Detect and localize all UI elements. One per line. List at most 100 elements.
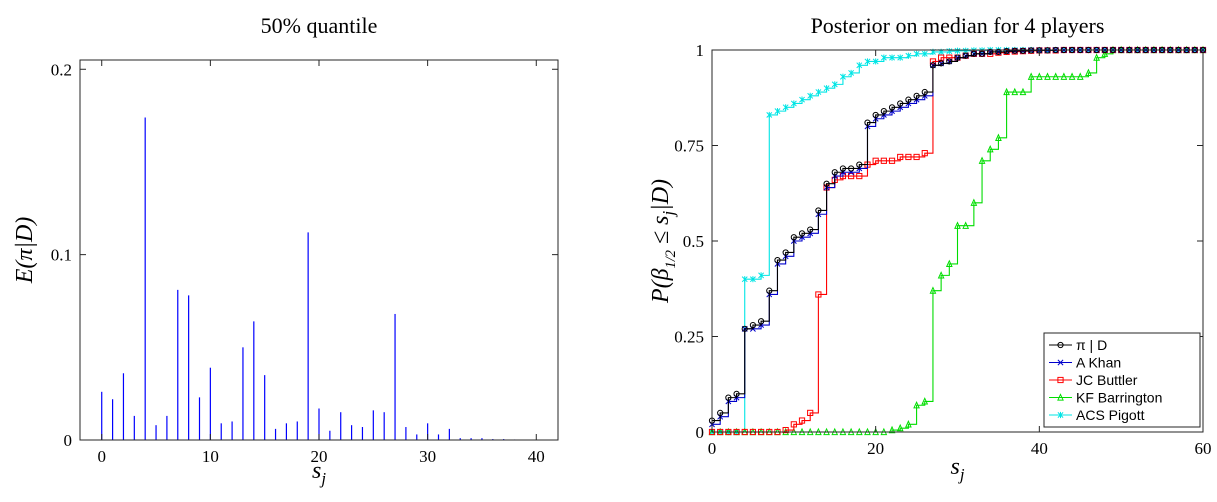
x-tick-label: 40 xyxy=(1031,439,1048,458)
data-point xyxy=(921,50,928,57)
legend-entry: JC Buttler xyxy=(1049,372,1138,388)
data-point xyxy=(741,276,748,283)
data-point xyxy=(790,421,797,428)
data-point xyxy=(839,73,846,80)
legend-entry: KF Barrington xyxy=(1049,390,1162,406)
data-point xyxy=(1076,72,1084,80)
x-tick-label: 20 xyxy=(867,439,884,458)
data-point xyxy=(766,287,773,294)
data-point xyxy=(864,119,871,126)
data-point xyxy=(831,169,838,176)
data-point xyxy=(970,198,978,206)
data-point xyxy=(790,100,797,107)
data-point xyxy=(921,397,929,405)
data-point xyxy=(905,153,912,161)
data-point xyxy=(905,420,912,428)
data-point xyxy=(954,221,961,229)
data-point xyxy=(929,286,937,294)
quantile-bar-chart: 50% quantile 0 10 20 30 40 0 0.1 0.2 sj E(π|D) xyxy=(12,13,559,488)
x-tick-label: 0 xyxy=(97,447,106,466)
data-point xyxy=(897,54,904,61)
data-point xyxy=(1011,47,1018,54)
data-point xyxy=(799,96,805,103)
data-point xyxy=(1085,68,1092,77)
data-point xyxy=(946,48,953,55)
data-point xyxy=(782,426,789,434)
data-point xyxy=(766,111,773,119)
data-point xyxy=(1060,72,1068,80)
data-point xyxy=(888,104,896,111)
data-point xyxy=(839,165,847,172)
data-point xyxy=(856,172,863,180)
legend-label: π | D xyxy=(1076,337,1107,353)
data-point xyxy=(880,157,887,164)
data-point xyxy=(831,81,838,88)
data-point xyxy=(954,47,961,54)
data-point xyxy=(749,321,757,329)
data-point xyxy=(1019,47,1027,54)
y-tick-label: 0 xyxy=(64,431,73,450)
y-tick-label: 0.25 xyxy=(674,328,704,347)
legend-label: A Khan xyxy=(1076,355,1121,371)
data-point xyxy=(1093,53,1100,61)
data-point xyxy=(1003,48,1010,55)
data-point xyxy=(741,325,748,332)
legend-entry: ACS Pigott xyxy=(1049,407,1145,423)
x-axis-label: sj xyxy=(312,458,326,488)
y-tick-label: 0.2 xyxy=(51,60,72,79)
data-point xyxy=(937,271,945,279)
data-point xyxy=(749,276,756,283)
posterior-step-chart: Posterior on median for 4 players 0 20 40 60… xyxy=(648,13,1212,484)
data-point xyxy=(921,88,928,96)
data-point xyxy=(807,92,814,99)
data-point xyxy=(978,156,986,164)
data-point xyxy=(1068,72,1076,80)
data-point xyxy=(913,400,920,409)
x-axis-label: sj xyxy=(950,454,964,484)
chart-title: 50% quantile xyxy=(261,13,378,38)
data-point xyxy=(880,54,887,61)
y-tick-label: 0 xyxy=(696,423,705,442)
data-point xyxy=(1052,72,1060,80)
data-point xyxy=(970,50,977,57)
data-point xyxy=(823,85,830,92)
data-point xyxy=(774,257,781,264)
data-point xyxy=(790,234,797,241)
legend-entry: A Khan xyxy=(1049,355,1121,371)
data-point xyxy=(913,153,920,161)
data-point xyxy=(815,88,822,96)
data-point xyxy=(913,92,920,99)
data-point xyxy=(946,58,953,65)
data-point xyxy=(1057,393,1064,401)
data-point xyxy=(896,423,904,432)
data-point xyxy=(905,96,912,103)
data-point xyxy=(945,259,953,268)
data-point xyxy=(872,111,879,119)
data-point xyxy=(823,180,830,187)
data-point xyxy=(905,52,912,59)
data-point xyxy=(848,165,855,172)
data-point xyxy=(995,48,1002,56)
data-point xyxy=(1057,359,1064,366)
data-point xyxy=(1044,72,1051,80)
data-point xyxy=(872,157,879,164)
y-axis-label: E(π|D) xyxy=(12,217,38,285)
x-tick-label: 60 xyxy=(1195,439,1212,458)
data-point xyxy=(888,157,896,164)
data-point xyxy=(938,60,945,67)
y-tick-label: 0.1 xyxy=(51,246,72,265)
data-point xyxy=(978,50,986,57)
data-point xyxy=(782,104,789,111)
y-axis-label: P(β1/2 ≤ sj|D) xyxy=(648,179,679,304)
y-tick-label: 0.5 xyxy=(683,232,704,251)
plot-frame xyxy=(79,59,559,441)
data-point xyxy=(888,425,896,434)
legend-label: JC Buttler xyxy=(1076,372,1138,388)
data-point xyxy=(913,50,920,57)
data-point xyxy=(1101,49,1109,57)
data-point xyxy=(1003,87,1010,96)
legend-entry: π | D xyxy=(1049,337,1107,353)
data-point xyxy=(807,226,814,233)
data-point xyxy=(758,318,765,325)
